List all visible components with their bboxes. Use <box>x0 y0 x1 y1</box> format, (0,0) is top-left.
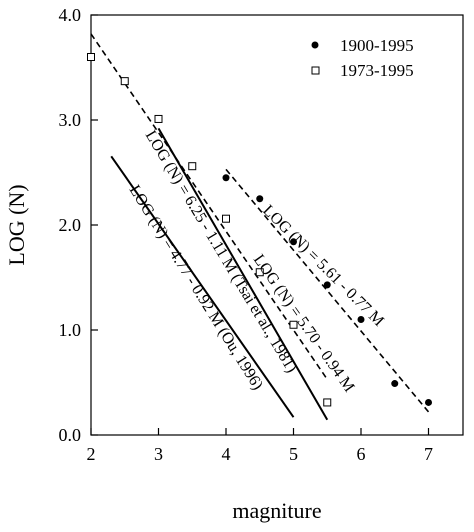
y-axis-label: LOG (N) <box>4 184 29 265</box>
point-1900-1995-0 <box>222 174 230 182</box>
point-1900-1995-6 <box>425 398 432 406</box>
x-tick-label-1: 3 <box>154 444 163 464</box>
point-1900-1995-4 <box>357 316 365 323</box>
x-tick-label-5: 7 <box>424 444 433 464</box>
point-1900-1995-5 <box>391 380 399 388</box>
y-tick-label-0: 0.0 <box>59 425 82 445</box>
point-1973-1995-5 <box>255 268 264 277</box>
fit-lines <box>90 33 430 421</box>
y-tick-label-3: 3.0 <box>59 110 82 130</box>
x-tick-label-2: 4 <box>222 444 231 464</box>
y-tick-label-4: 4.0 <box>59 5 82 25</box>
point-1973-1995-6 <box>289 320 298 329</box>
x-tick-label-3: 5 <box>289 444 298 464</box>
fit-annotation-0: LOG (N) = 5.61 - 0.77 M <box>259 202 387 330</box>
point-1900-1995-2 <box>290 238 297 246</box>
legend: 1900-1995 1973-1995 <box>311 36 414 80</box>
point-1973-1995-7 <box>323 398 332 407</box>
y-tick-label-2: 2.0 <box>59 215 82 235</box>
x-tick-label-0: 2 <box>87 444 96 464</box>
point-1973-1995-3 <box>188 162 197 171</box>
legend-marker-1973-1995 <box>311 66 320 75</box>
fit-line-0 <box>225 168 430 413</box>
point-1973-1995-1 <box>120 77 129 86</box>
fit-line-3 <box>110 155 295 418</box>
data-points <box>87 53 432 407</box>
point-1900-1995-1 <box>256 195 264 203</box>
x-tick-label-4: 6 <box>357 444 366 464</box>
legend-marker-1900-1995 <box>311 41 319 49</box>
legend-label-1900-1995: 1900-1995 <box>340 36 414 55</box>
y-tick-label-1: 1.0 <box>59 320 82 340</box>
fit-line-2 <box>157 127 329 421</box>
point-1973-1995-4 <box>222 214 230 223</box>
axis-ticks: 2 3 4 5 6 7 0.0 1.0 2.0 3.0 4.0 <box>59 5 434 464</box>
x-axis-label: magniture <box>232 498 321 523</box>
point-1973-1995-0 <box>87 53 95 61</box>
point-1900-1995-3 <box>323 281 331 289</box>
legend-label-1973-1995: 1973-1995 <box>340 61 414 80</box>
point-1973-1995-2 <box>154 114 163 123</box>
